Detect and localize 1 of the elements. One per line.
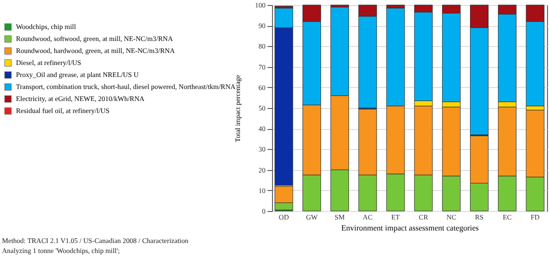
x-axis-title: Environment impact assessment categories — [341, 224, 479, 232]
